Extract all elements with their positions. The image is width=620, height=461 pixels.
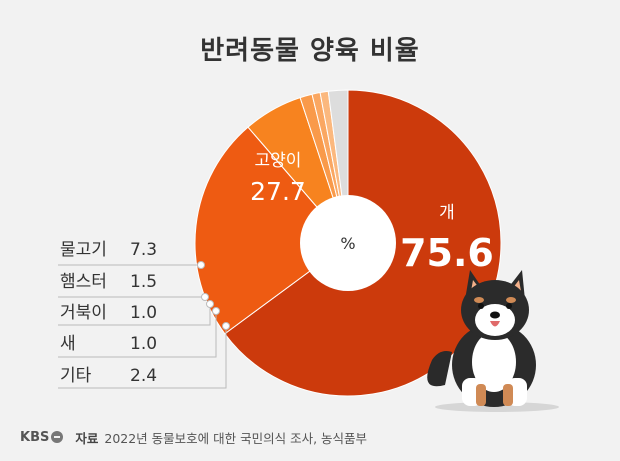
leader-dots <box>197 261 230 330</box>
label-bird-name: 새 <box>60 334 76 354</box>
leader-dot-turtle <box>206 300 214 308</box>
source-text: 2022년 동물보호에 대한 국민의식 조사, 농식품부 <box>104 430 368 446</box>
leader-dot-fish <box>197 261 205 269</box>
unit-label: % <box>340 234 355 253</box>
slice-cat <box>194 126 349 335</box>
leader-line-turtle <box>58 304 211 326</box>
label-turtle-value: 1.0 <box>130 303 157 323</box>
label-cat-value: 27.7 <box>250 177 306 206</box>
kbs-logo-icon: KBS <box>20 429 64 445</box>
leader-lines <box>58 264 227 389</box>
footer: KBS 자료 2022년 동물보호에 대한 국민의식 조사, 농식품부 <box>20 427 367 447</box>
label-dog-name: 개 <box>439 203 455 223</box>
label-fish-value: 7.3 <box>130 240 157 260</box>
leader-dot-bird <box>212 307 220 315</box>
donut-hole <box>300 195 396 291</box>
leader-dot-hamster <box>201 293 209 301</box>
label-cat-name: 고양이 <box>255 151 302 171</box>
leader-line-other <box>58 326 227 389</box>
leader-line-bird <box>58 311 217 358</box>
shiba-dog-illustration <box>427 270 559 412</box>
kbs-logo-text: KBS <box>20 429 50 445</box>
label-turtle-name: 거북이 <box>60 303 107 323</box>
label-fish-name: 물고기 <box>60 240 107 260</box>
label-other-value: 2.4 <box>130 366 157 386</box>
leader-dot-other <box>222 322 230 330</box>
label-dog-value: 75.6 <box>400 231 494 275</box>
source-key: 자료 <box>75 430 99 446</box>
label-other-name: 기타 <box>60 366 92 386</box>
chart-title: 반려동물 양육 비율 <box>200 36 420 66</box>
kbs-dot-icon <box>51 431 64 443</box>
label-hamster-value: 1.5 <box>130 272 157 292</box>
label-bird-value: 1.0 <box>130 334 157 354</box>
label-hamster-name: 햄스터 <box>60 272 107 292</box>
